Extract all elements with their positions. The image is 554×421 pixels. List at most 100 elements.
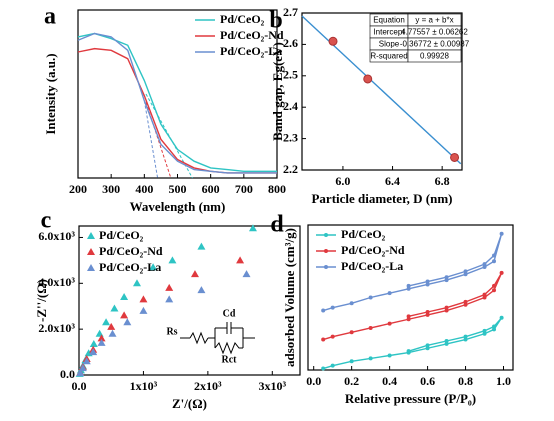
data-point bbox=[236, 256, 245, 264]
data-point bbox=[499, 270, 504, 275]
data-point bbox=[482, 295, 487, 300]
data-point bbox=[492, 327, 497, 332]
x-tick-label: 0.0 bbox=[72, 379, 87, 393]
legend-label: Pd/CeO₂-La bbox=[341, 259, 403, 273]
tangent-line bbox=[143, 100, 159, 179]
x-tick-label: 2x10³ bbox=[194, 379, 222, 393]
x-tick-label: 3x10³ bbox=[258, 379, 286, 393]
y-tick-label: 4.0x10³ bbox=[38, 275, 75, 289]
y-tick-label: 2.7 bbox=[283, 5, 298, 19]
x-tick-label: 400 bbox=[135, 182, 153, 196]
data-point bbox=[387, 353, 392, 358]
tangent-line bbox=[145, 102, 172, 179]
legend-marker bbox=[87, 232, 95, 239]
data-point bbox=[330, 305, 335, 310]
data-point bbox=[406, 283, 411, 288]
series-line bbox=[322, 272, 503, 341]
data-point bbox=[95, 329, 104, 337]
data-point bbox=[242, 270, 251, 278]
data-point bbox=[107, 322, 116, 330]
x-axis-label: Relative pressure (P/P₀) bbox=[345, 391, 476, 406]
data-point bbox=[463, 337, 468, 342]
data-point bbox=[492, 283, 497, 288]
data-point bbox=[363, 74, 373, 84]
series-line bbox=[77, 32, 277, 174]
x-axis-label: Particle diameter, D (nm) bbox=[311, 191, 452, 206]
y-tick-label: 6.0x10³ bbox=[38, 229, 75, 243]
x-axis-label: Wavelength (nm) bbox=[130, 199, 226, 214]
legend-label: Pd/CeO₂-Nd bbox=[220, 28, 284, 42]
legend-label: Pd/CeO₂ bbox=[220, 12, 265, 26]
data-point bbox=[444, 278, 449, 283]
legend-marker bbox=[324, 265, 328, 269]
data-point bbox=[120, 293, 129, 301]
data-point bbox=[321, 308, 326, 313]
x-tick-label: 0.8 bbox=[458, 374, 473, 388]
legend-marker bbox=[87, 248, 95, 255]
data-point bbox=[328, 36, 338, 46]
data-point bbox=[165, 295, 174, 303]
data-point bbox=[482, 262, 487, 267]
table-text: Equation bbox=[373, 16, 405, 25]
y-tick-label: 0.0 bbox=[60, 367, 75, 381]
data-point bbox=[482, 292, 487, 297]
table-text: Slope bbox=[379, 40, 400, 49]
data-point bbox=[330, 363, 335, 368]
data-point bbox=[450, 152, 460, 162]
data-point bbox=[349, 301, 354, 306]
legend-label: Pd/CeO₂-La bbox=[220, 44, 282, 58]
data-point bbox=[139, 306, 148, 314]
plot-frame bbox=[78, 225, 301, 376]
data-point bbox=[492, 253, 497, 258]
data-point bbox=[425, 346, 430, 351]
data-point bbox=[463, 302, 468, 307]
data-point bbox=[425, 310, 430, 314]
circuit-inset bbox=[180, 322, 255, 355]
data-point bbox=[321, 337, 326, 342]
data-point bbox=[78, 364, 87, 372]
data-point bbox=[406, 286, 411, 291]
data-point bbox=[499, 231, 504, 236]
data-point bbox=[123, 318, 132, 326]
data-point bbox=[89, 348, 98, 356]
x-tick-label: 0.6 bbox=[420, 374, 435, 388]
table-text: -0.36772 ± 0.00987 bbox=[400, 40, 470, 49]
data-point bbox=[482, 328, 487, 333]
x-tick-label: 0.4 bbox=[382, 374, 397, 388]
y-tick-label: 2.5 bbox=[283, 68, 298, 82]
data-point bbox=[406, 349, 411, 354]
data-point bbox=[425, 279, 430, 284]
y-axis-label: adsorbed Volume (cm³/g) bbox=[282, 228, 297, 367]
legend-marker bbox=[87, 264, 95, 271]
plot-frame bbox=[307, 224, 514, 371]
x-tick-label: 300 bbox=[102, 182, 120, 196]
table-text: y = a + b*x bbox=[415, 16, 453, 25]
data-point bbox=[165, 283, 174, 291]
data-point bbox=[406, 314, 411, 319]
table-text: R-squared bbox=[370, 52, 407, 61]
data-point bbox=[368, 356, 373, 361]
y-tick-label: 2.6 bbox=[283, 36, 298, 50]
y-tick-label: 2.4 bbox=[283, 99, 298, 113]
x-axis-label: Z'/(Ω) bbox=[172, 396, 207, 411]
plot-frame bbox=[301, 12, 463, 171]
data-point bbox=[492, 324, 497, 329]
series-line bbox=[77, 32, 277, 172]
x-tick-label: 6.4 bbox=[385, 174, 400, 188]
data-point bbox=[444, 341, 449, 346]
data-point bbox=[102, 318, 111, 326]
table-cell bbox=[407, 49, 462, 63]
data-point bbox=[132, 279, 141, 287]
y-axis-label: -Z''/(Ω) bbox=[34, 279, 49, 322]
data-point bbox=[463, 299, 468, 304]
legend-label: Pd/CeO₂-La bbox=[99, 260, 161, 274]
circuit-label: Cd bbox=[223, 308, 236, 319]
y-tick-label: 2.2 bbox=[283, 162, 298, 176]
series-line bbox=[322, 233, 503, 312]
y-tick-label: 2.0x10³ bbox=[38, 321, 75, 335]
legend-marker bbox=[324, 249, 328, 253]
x-tick-label: 800 bbox=[268, 182, 286, 196]
data-point bbox=[463, 269, 468, 274]
legend-label: Pd/CeO₂ bbox=[341, 227, 386, 241]
